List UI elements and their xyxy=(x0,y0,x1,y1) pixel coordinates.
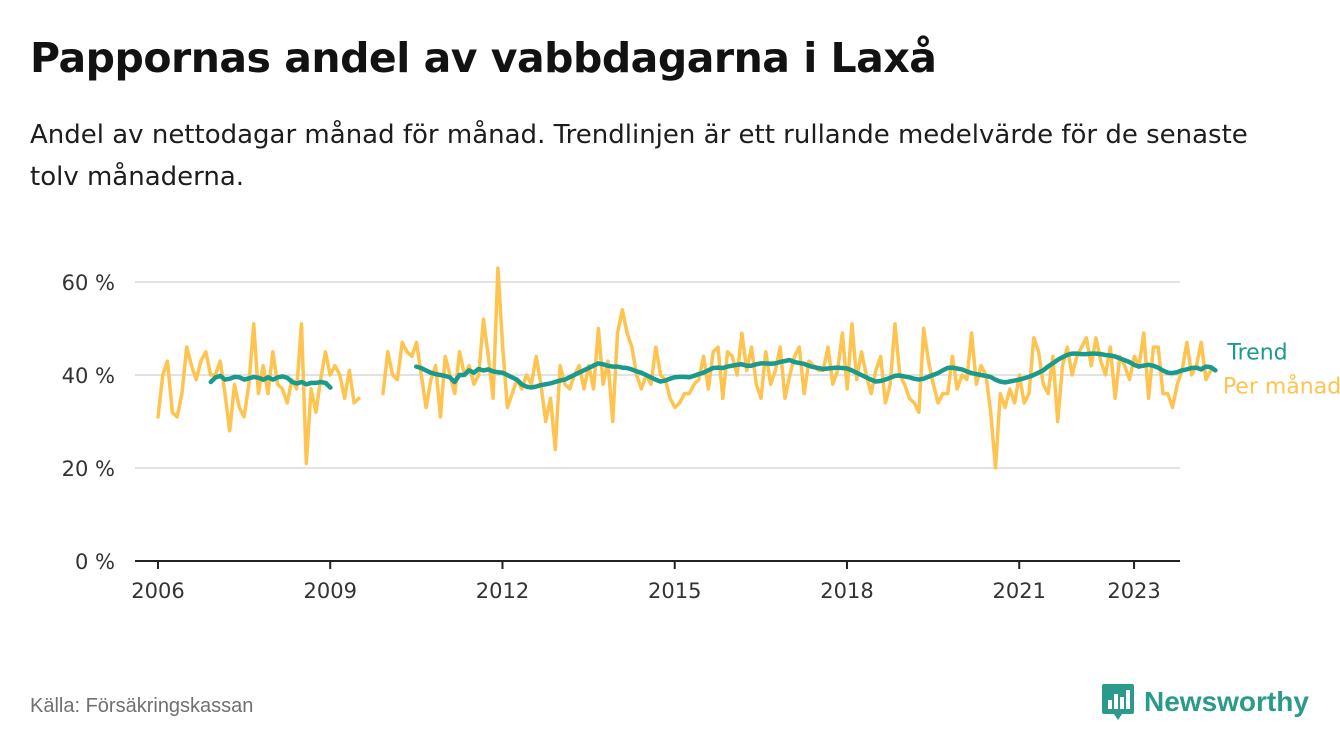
monthly-line xyxy=(156,322,361,466)
chart-title: Pappornas andel av vabbdagarna i Laxå xyxy=(30,34,937,82)
newsworthy-logo-icon xyxy=(1102,684,1134,720)
y-tick-label: 20 % xyxy=(62,457,115,481)
gridlines xyxy=(135,281,1180,469)
x-tick-label: 2012 xyxy=(476,579,529,603)
y-tick-label: 40 % xyxy=(62,364,115,388)
line-chart: 0 % 20 % 40 % 60 % 2006 2009 2012 2015 2018 2021 2… xyxy=(62,266,1340,603)
monthly-line xyxy=(381,266,1213,470)
chart-subtitle: Andel av nettodagar månad för månad. Tre… xyxy=(30,120,1248,192)
monthly-series-label: Per månad xyxy=(1223,373,1340,399)
x-tick-label: 2018 xyxy=(820,579,873,603)
y-tick-label: 60 % xyxy=(62,271,115,295)
brand-logo: Newsworthy xyxy=(1100,682,1309,722)
x-tick-label: 2006 xyxy=(131,579,184,603)
x-axis xyxy=(135,560,1180,569)
x-tick-label: 2015 xyxy=(648,579,701,603)
x-tick-label: 2023 xyxy=(1107,579,1160,603)
y-tick-label: 0 % xyxy=(75,550,115,574)
source-note: Källa: Försäkringskassan xyxy=(30,695,254,717)
x-tick-label: 2021 xyxy=(993,579,1046,603)
series-labels: Per månad Trend xyxy=(1223,340,1340,399)
brand-name: Newsworthy xyxy=(1144,686,1309,717)
trend-series-label: Trend xyxy=(1226,340,1287,365)
trend-line xyxy=(414,351,1218,390)
series-lines xyxy=(156,266,1218,470)
tick-labels: 0 % 20 % 40 % 60 % 2006 2009 2012 2015 2018 2021 2… xyxy=(62,271,1161,603)
trend-line xyxy=(208,373,333,390)
x-tick-label: 2009 xyxy=(303,579,356,603)
